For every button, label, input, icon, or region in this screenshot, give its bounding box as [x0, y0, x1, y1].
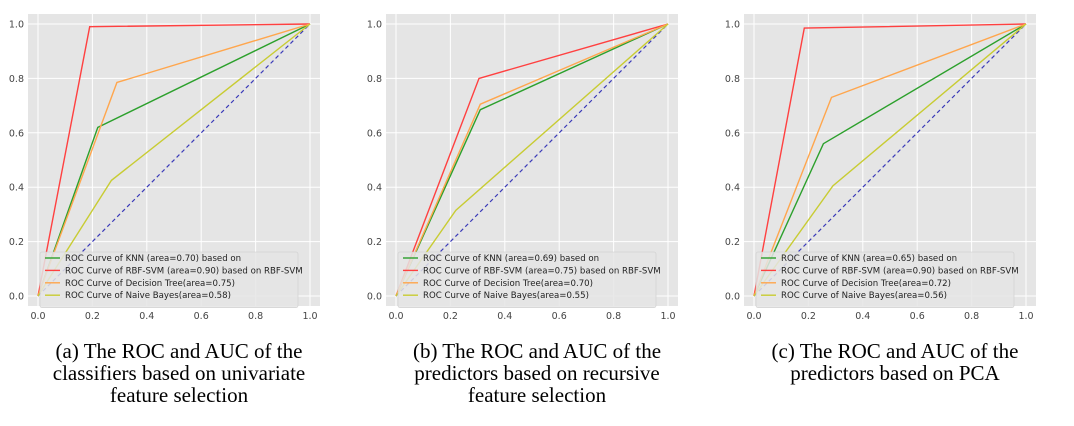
roc-chart-a: 0.0 0.2 0.4 0.6 0.8 1.0 0.0 0.2 0.4 0.6 0.8 1.0 ROC …: [9, 14, 320, 322]
legend-label: ROC Curve of KNN (area=0.65) based on: [781, 254, 957, 264]
legend-label: ROC Curve of Naive Bayes(area=0.56): [781, 291, 947, 301]
legend-label: ROC Curve of RBF-SVM (area=0.75) based o…: [423, 266, 661, 276]
caption-c-line-1: (c) The ROC and AUC of the: [771, 339, 1019, 363]
diagonal-line: [395, 23, 669, 297]
x-tick-label: 0.8: [606, 311, 621, 322]
y-tick-label: 0.6: [9, 128, 24, 139]
y-tick-label: 0.6: [725, 128, 740, 139]
y-tick-label: 0.2: [9, 237, 24, 248]
diagonal-line: [37, 23, 311, 297]
legend-label: ROC Curve of RBF-SVM (area=0.90) based o…: [65, 266, 303, 276]
legend-label: ROC Curve of Decision Tree(area=0.75): [65, 279, 235, 289]
legend-label: ROC Curve of Decision Tree(area=0.70): [423, 279, 593, 289]
x-tick-label: 0.2: [443, 311, 458, 322]
caption-b-line-1: (b) The ROC and AUC of the: [412, 339, 662, 363]
y-tick-label: 0.8: [725, 74, 740, 85]
chart-panel-a: 0.0 0.2 0.4 0.6 0.8 1.0 0.0 0.2 0.4 0.6 0.8 1.0 ROC …: [0, 0, 358, 426]
x-tick-label: 0.8: [964, 311, 979, 322]
y-tick-label: 0.8: [9, 74, 24, 85]
y-tick-label: 0.4: [367, 183, 382, 194]
y-tick-label: 0.0: [725, 292, 740, 303]
caption-b: (b) The ROC and AUC of the predictors ba…: [358, 340, 716, 406]
series-line-3: [395, 23, 669, 297]
chart-panel-c: 0.0 0.2 0.4 0.6 0.8 1.0 0.0 0.2 0.4 0.6 0.8 1.0 ROC …: [716, 0, 1074, 426]
legend-box: [397, 251, 657, 308]
series-line-2: [37, 23, 311, 297]
y-tick-label: 1.0: [725, 20, 740, 31]
x-tick-label: 0.2: [85, 311, 100, 322]
x-tick-label: 0.6: [552, 311, 567, 322]
legend-label: ROC Curve of Naive Bayes(area=0.58): [65, 291, 231, 301]
legend-label: ROC Curve of RBF-SVM (area=0.90) based o…: [781, 266, 1019, 276]
roc-chart-c: 0.0 0.2 0.4 0.6 0.8 1.0 0.0 0.2 0.4 0.6 0.8 1.0 ROC …: [725, 14, 1036, 322]
y-tick-label: 0.4: [9, 183, 24, 194]
y-tick-label: 0.2: [725, 237, 740, 248]
y-tick-label: 0.8: [367, 74, 382, 85]
series-line-3: [753, 23, 1027, 297]
roc-chart-b: 0.0 0.2 0.4 0.6 0.8 1.0 0.0 0.2 0.4 0.6 0.8 1.0 ROC …: [367, 14, 678, 322]
series-line-2: [753, 23, 1027, 297]
x-tick-label: 0.6: [194, 311, 209, 322]
legend-label: ROC Curve of Decision Tree(area=0.72): [781, 279, 951, 289]
diagonal-line: [753, 23, 1027, 297]
caption-b-line-2: predictors based on recursive: [414, 361, 660, 385]
y-tick-label: 0.6: [367, 128, 382, 139]
x-tick-label: 0.0: [30, 311, 45, 322]
legend-label: ROC Curve of KNN (area=0.69) based on: [423, 254, 599, 264]
series-line-1: [753, 23, 1027, 297]
x-tick-label: 0.0: [388, 311, 403, 322]
y-tick-label: 0.4: [725, 183, 740, 194]
caption-b-line-3: feature selection: [467, 383, 607, 407]
x-tick-label: 0.4: [497, 311, 512, 322]
x-tick-label: 0.0: [746, 311, 761, 322]
legend-label: ROC Curve of Naive Bayes(area=0.55): [423, 291, 589, 301]
caption-c-line-2: predictors based on PCA: [790, 361, 1000, 385]
y-tick-label: 1.0: [9, 20, 24, 31]
legend-box: [755, 251, 1015, 308]
series-line-2: [395, 23, 669, 297]
series-line-1: [37, 23, 311, 297]
x-tick-label: 0.4: [139, 311, 154, 322]
legend-box: [39, 251, 299, 308]
x-tick-label: 0.6: [910, 311, 925, 322]
y-tick-label: 0.0: [9, 292, 24, 303]
caption-a-line-2: classifiers based on univariate: [52, 361, 306, 385]
x-tick-label: 0.2: [801, 311, 816, 322]
x-tick-label: 0.4: [855, 311, 870, 322]
y-tick-label: 0.0: [367, 292, 382, 303]
x-tick-label: 1.0: [302, 311, 317, 322]
caption-c: (c) The ROC and AUC of the predictors ba…: [716, 340, 1074, 384]
caption-a-line-3: feature selection: [109, 383, 249, 407]
x-tick-label: 1.0: [660, 311, 675, 322]
series-line-3: [37, 23, 311, 297]
caption-a-line-1: (a) The ROC and AUC of the: [55, 339, 303, 363]
y-tick-label: 0.2: [367, 237, 382, 248]
x-tick-label: 0.8: [248, 311, 263, 322]
legend-label: ROC Curve of KNN (area=0.70) based on: [65, 254, 241, 264]
y-tick-label: 1.0: [367, 20, 382, 31]
x-tick-label: 1.0: [1018, 311, 1033, 322]
chart-panel-b: 0.0 0.2 0.4 0.6 0.8 1.0 0.0 0.2 0.4 0.6 0.8 1.0 ROC …: [358, 0, 716, 426]
series-line-1: [395, 23, 669, 297]
caption-a: (a) The ROC and AUC of the classifiers b…: [0, 340, 358, 406]
